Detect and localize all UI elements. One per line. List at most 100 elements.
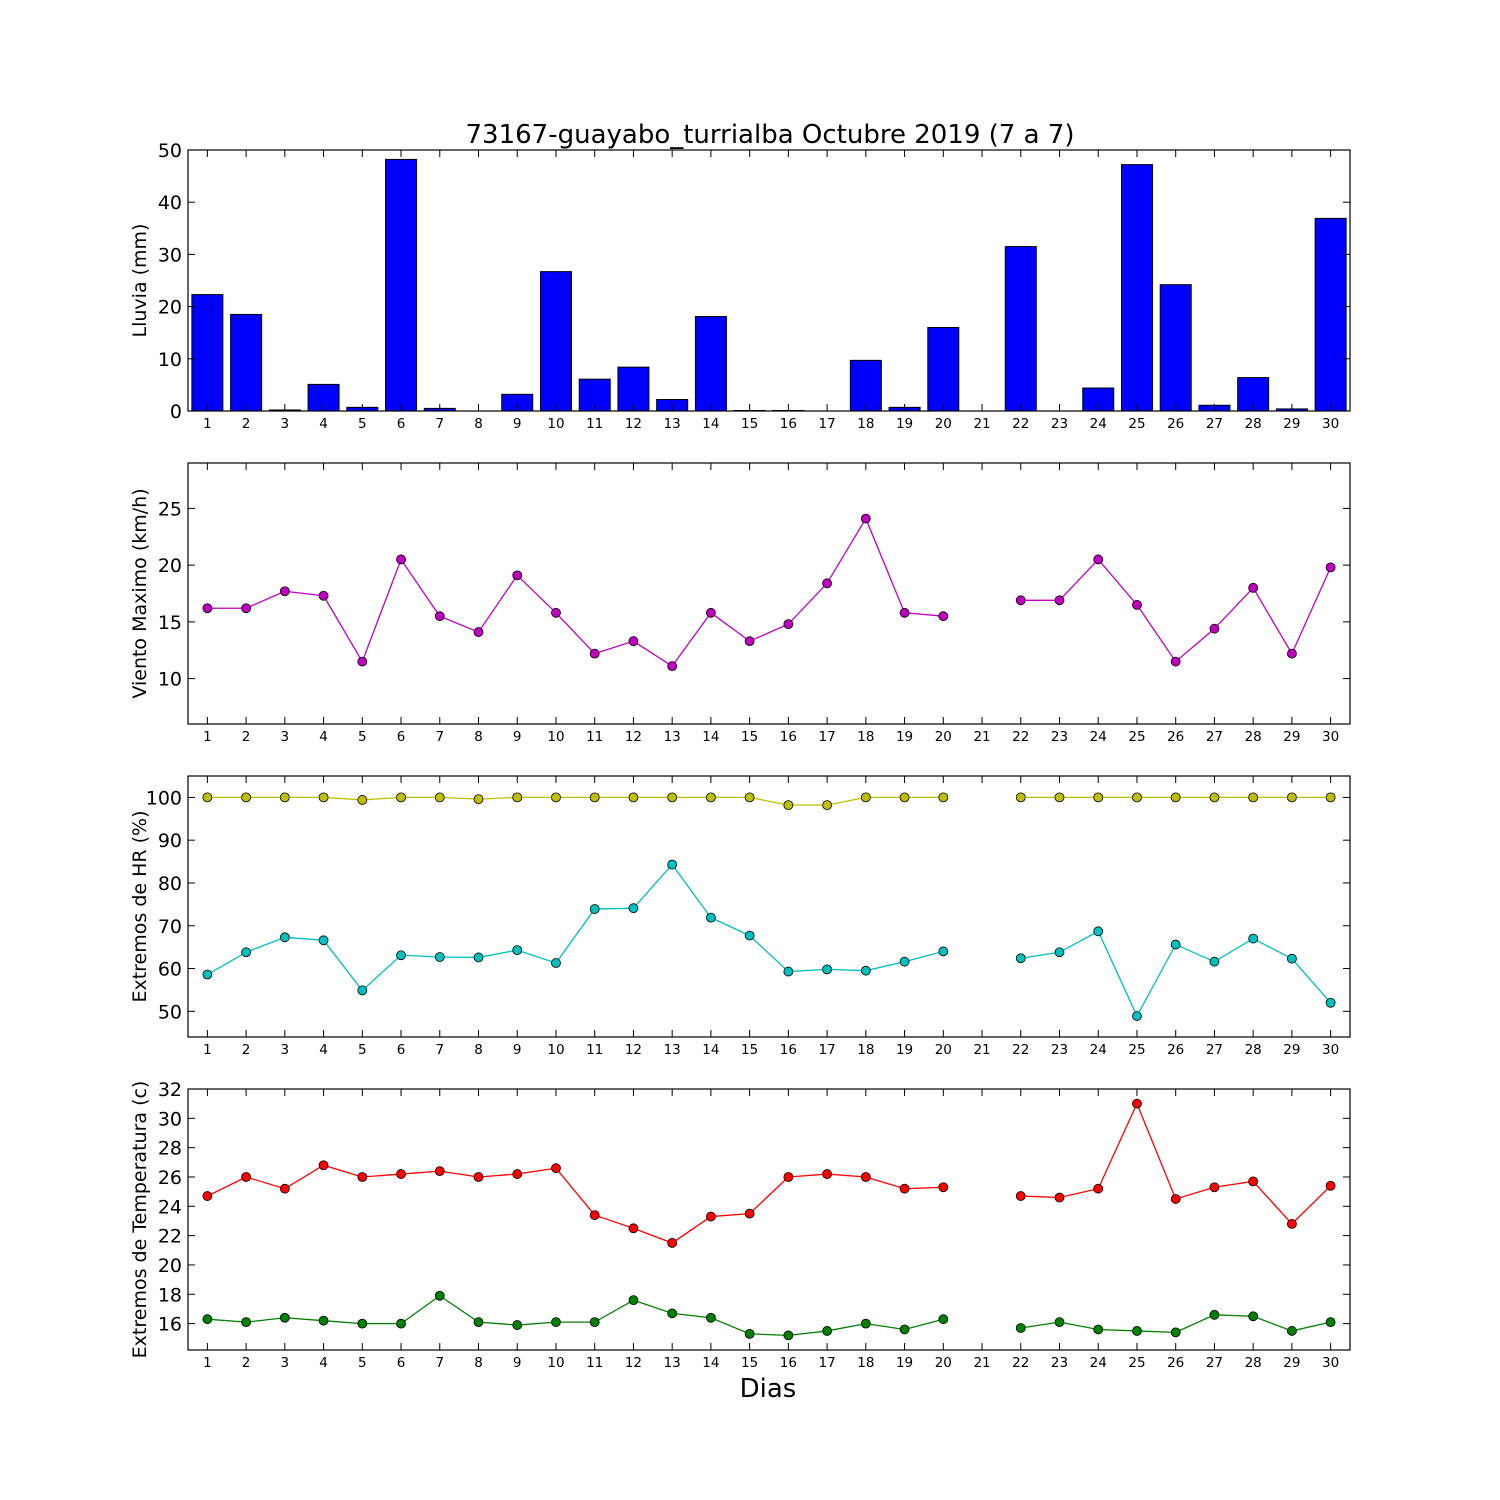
- x-tick-label: 13: [664, 729, 681, 745]
- series-1-point-day-6: [396, 1169, 406, 1179]
- x-tick-label: 22: [1012, 729, 1029, 745]
- series-2-point-day-25: [1132, 1011, 1142, 1021]
- series-2-point-day-20: [938, 1314, 949, 1325]
- x-tick-label: 2: [242, 729, 251, 745]
- series-1-point-day-12: [628, 636, 639, 647]
- x-tick-label: 17: [819, 1355, 836, 1371]
- y-tick-label: 90: [158, 830, 182, 852]
- y-tick-label: 30: [158, 1108, 182, 1130]
- bar-day-4: [307, 383, 340, 412]
- series-2-point-day-20: [938, 946, 949, 957]
- series-1-point-day-20: [938, 792, 949, 803]
- series-1-point-day-9: [512, 570, 523, 581]
- x-tick-label: 28: [1245, 416, 1262, 432]
- series-2-point-day-28: [1248, 1311, 1259, 1322]
- x-tick-label: 8: [474, 729, 483, 745]
- x-tick-label: 29: [1283, 1355, 1300, 1371]
- series-1-point-day-28: [1248, 582, 1259, 593]
- x-tick-label: 11: [586, 1355, 603, 1371]
- y-tick-label: 28: [158, 1138, 182, 1160]
- series-1-point-day-19: [899, 607, 910, 618]
- series-2-point-day-4: [318, 935, 329, 946]
- y-tick-label: 18: [158, 1284, 182, 1306]
- bar-day-1: [191, 294, 224, 412]
- series-1-point-day-29: [1287, 792, 1297, 803]
- x-tick-label: 29: [1283, 416, 1300, 432]
- bar-day-2: [230, 313, 263, 412]
- series-1-point-day-14: [706, 792, 716, 803]
- series-1-line-2: [1020, 1102, 1332, 1225]
- series-1-point-day-3: [279, 792, 290, 803]
- series-2-point-day-19: [899, 1324, 910, 1335]
- series-2-point-day-4: [318, 1315, 329, 1326]
- series-2-point-day-7: [434, 1290, 445, 1301]
- x-tick-label: 3: [281, 1355, 290, 1371]
- series-1-line-1: [207, 796, 944, 806]
- series-1-point-day-3: [279, 586, 290, 597]
- x-tick-label: 1: [203, 1042, 212, 1058]
- x-tick-label: 19: [896, 1355, 913, 1371]
- x-tick-label: 28: [1245, 1355, 1262, 1371]
- series-1-point-day-13: [667, 792, 678, 803]
- x-tick-label: 7: [435, 1042, 444, 1058]
- x-tick-label: 20: [935, 416, 952, 432]
- y-tick-label: 60: [158, 959, 182, 981]
- series-1-point-day-19: [899, 792, 910, 803]
- series-1-point-day-13: [667, 1238, 678, 1248]
- y-tick-label: 20: [158, 297, 182, 319]
- x-tick-label: 20: [935, 1355, 952, 1371]
- y-tick-label: 100: [146, 787, 182, 809]
- x-tick-label: 15: [741, 416, 758, 432]
- series-1-point-day-18: [860, 1172, 871, 1182]
- x-tick-label: 26: [1167, 1355, 1184, 1371]
- x-tick-label: 3: [281, 1042, 290, 1058]
- x-tick-label: 8: [474, 416, 483, 432]
- series-2-point-day-16: [783, 966, 794, 977]
- series-1-point-day-4: [318, 1160, 329, 1171]
- series-2-line-1: [207, 1294, 944, 1336]
- series-2-point-day-23: [1054, 947, 1065, 958]
- x-tick-label: 7: [435, 729, 444, 745]
- x-tick-label: 7: [435, 1355, 444, 1371]
- x-tick-label: 21: [973, 1042, 990, 1058]
- bar-day-18: [849, 359, 882, 412]
- series-1-point-day-22: [1015, 595, 1026, 606]
- x-tick-label: 23: [1051, 416, 1068, 432]
- x-tick-label: 3: [281, 416, 290, 432]
- y-tick-label: 15: [158, 612, 182, 634]
- panel-frame: [187, 1088, 1351, 1351]
- series-1-point-day-11: [589, 648, 600, 659]
- series-1-point-day-25: [1132, 792, 1142, 803]
- bar-day-14: [694, 316, 727, 412]
- series-1-point-day-8: [473, 794, 484, 804]
- series-1-point-day-15: [744, 636, 755, 647]
- x-tick-label: 29: [1283, 729, 1300, 745]
- series-1-point-day-12: [628, 1223, 639, 1234]
- x-tick-label: 26: [1167, 1042, 1184, 1058]
- y-tick-label: 32: [158, 1079, 182, 1101]
- series-1-point-day-18: [860, 792, 871, 803]
- series-1-point-day-11: [589, 792, 600, 803]
- series-2-point-day-26: [1170, 939, 1181, 950]
- x-tick-label: 29: [1283, 1042, 1300, 1058]
- x-tick-label: 19: [896, 1042, 913, 1058]
- x-tick-label: 25: [1128, 729, 1145, 745]
- series-2-point-day-22: [1015, 953, 1026, 964]
- panel-frame: [187, 149, 1351, 412]
- series-1-point-day-27: [1209, 623, 1220, 634]
- series-1-point-day-10: [551, 792, 561, 803]
- x-axis-label: Dias: [740, 1374, 797, 1404]
- series-2-point-day-9: [512, 1320, 523, 1330]
- series-1-point-day-20: [938, 611, 949, 622]
- x-tick-label: 22: [1012, 1355, 1029, 1371]
- series-1-point-day-30: [1325, 792, 1336, 803]
- series-1-line-1: [207, 517, 944, 668]
- x-tick-label: 30: [1322, 1042, 1339, 1058]
- y-tick-label: 0: [170, 401, 182, 423]
- bar-day-20: [927, 326, 960, 412]
- series-2-point-day-8: [473, 1317, 484, 1328]
